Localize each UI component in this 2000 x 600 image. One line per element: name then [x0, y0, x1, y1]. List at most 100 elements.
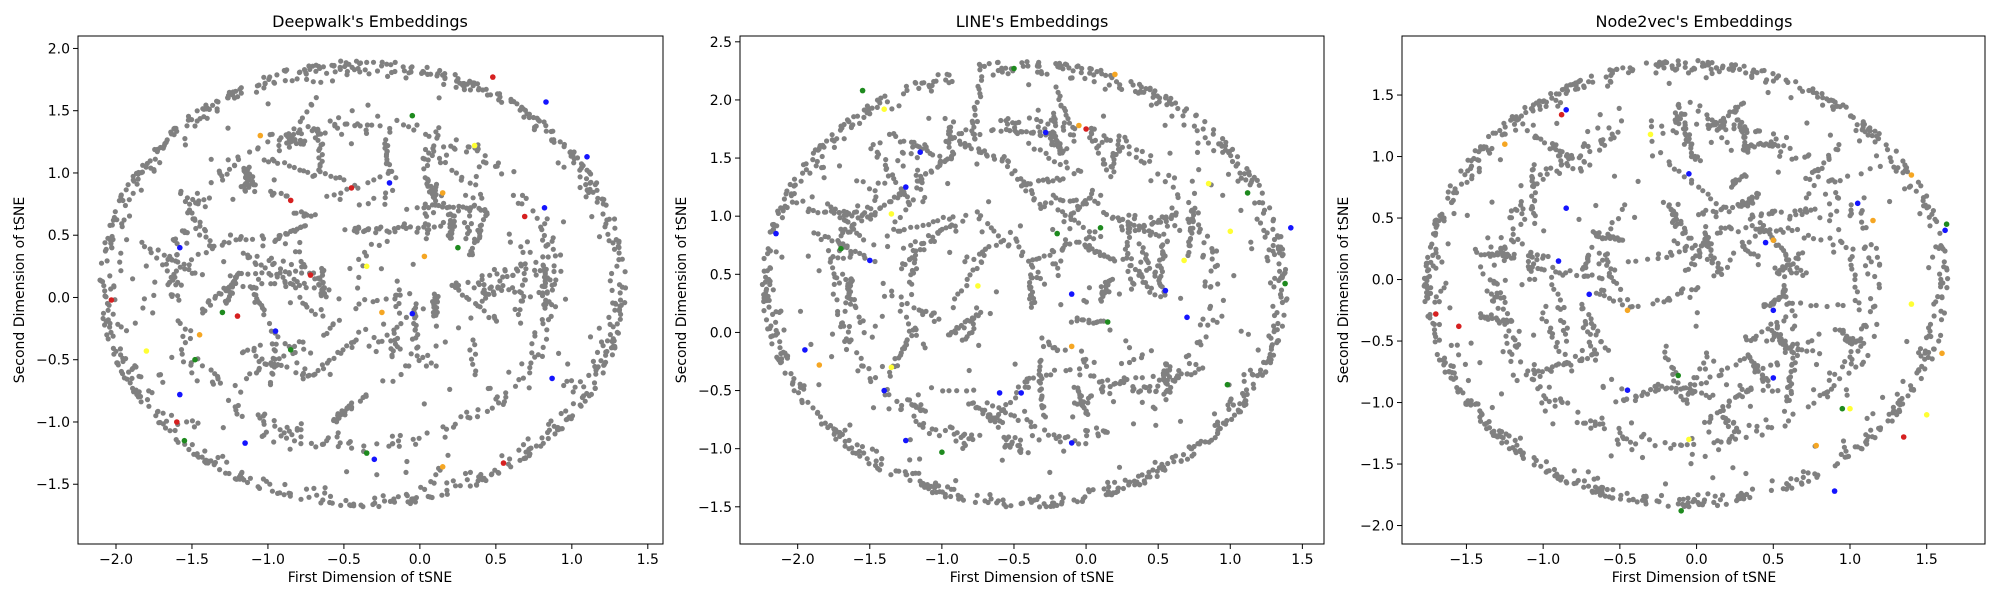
- scatter-point: [245, 166, 251, 172]
- scatter-point: [995, 424, 1001, 430]
- scatter-point: [1215, 281, 1221, 287]
- scatter-point: [1148, 153, 1154, 159]
- scatter-point: [1492, 130, 1499, 136]
- scatter-point: [487, 92, 494, 98]
- scatter-point: [457, 483, 463, 489]
- scatter-point: [289, 432, 295, 438]
- scatter-point: [1436, 357, 1443, 363]
- scatter-point: [594, 199, 600, 205]
- scatter-point: [1141, 228, 1147, 234]
- scatter-point: [1434, 351, 1440, 358]
- scatter-point: [1782, 287, 1788, 293]
- scatter-point: [478, 227, 484, 234]
- scatter-point: [1555, 103, 1561, 109]
- scatter-point: [1196, 366, 1202, 372]
- scatter-point: [297, 167, 303, 173]
- scatter-point: [943, 138, 949, 144]
- scatter-point: [1518, 221, 1524, 227]
- scatter-point: [102, 293, 108, 299]
- scatter-point: [1136, 241, 1142, 247]
- scatter-point: [891, 131, 897, 137]
- scatter-point: [442, 339, 448, 345]
- scatter-point: [971, 104, 977, 110]
- scatter-point: [1241, 402, 1247, 408]
- scatter-point: [375, 113, 381, 119]
- scatter-point: [1510, 335, 1516, 341]
- scatter-point: [431, 143, 437, 149]
- scatter-point: [271, 79, 277, 85]
- scatter-point: [539, 317, 545, 323]
- highlighted-point: [1068, 440, 1075, 446]
- scatter-point: [858, 355, 864, 361]
- scatter-point: [1143, 256, 1149, 262]
- scatter-point: [261, 85, 267, 91]
- scatter-point: [214, 98, 220, 104]
- scatter-point: [313, 68, 319, 74]
- scatter-point: [420, 354, 426, 360]
- scatter-point: [270, 355, 276, 361]
- scatter-point: [1703, 380, 1709, 386]
- panel-title: Node2vec's Embeddings: [1596, 12, 1793, 31]
- scatter-point: [189, 418, 195, 424]
- scatter-point: [486, 314, 492, 321]
- scatter-point: [1865, 271, 1871, 277]
- scatter-point: [210, 381, 216, 387]
- scatter-point: [1704, 112, 1710, 118]
- scatter-point: [1531, 362, 1537, 368]
- scatter-point: [467, 483, 473, 489]
- scatter-point: [431, 291, 437, 297]
- scatter-point: [407, 291, 413, 297]
- scatter-point: [463, 149, 470, 155]
- scatter-point: [276, 235, 282, 242]
- scatter-point: [408, 499, 414, 505]
- scatter-point: [349, 344, 355, 350]
- scatter-point: [1477, 418, 1484, 424]
- scatter-point: [300, 376, 306, 382]
- scatter-point: [305, 124, 311, 130]
- scatter-point: [1167, 150, 1173, 156]
- scatter-point: [364, 122, 370, 128]
- scatter-point: [495, 284, 501, 290]
- scatter-point: [909, 402, 915, 408]
- scatter-point: [177, 264, 183, 270]
- scatter-point: [1582, 420, 1588, 426]
- scatter-point: [543, 336, 550, 342]
- scatter-point: [1169, 113, 1175, 119]
- highlighted-point: [1068, 343, 1075, 350]
- scatter-point: [1588, 73, 1594, 79]
- scatter-point: [1228, 153, 1234, 159]
- scatter-point: [447, 217, 454, 224]
- scatter-point: [936, 316, 942, 322]
- scatter-point: [433, 323, 439, 329]
- scatter-point: [1132, 88, 1139, 95]
- scatter-point: [381, 498, 388, 504]
- highlighted-point: [439, 190, 446, 196]
- scatter-point: [444, 487, 450, 493]
- scatter-point: [319, 152, 325, 158]
- scatter-point: [978, 309, 984, 315]
- scatter-point: [935, 218, 941, 224]
- scatter-point: [1107, 327, 1113, 333]
- scatter-point: [853, 304, 859, 311]
- scatter-point: [868, 212, 874, 218]
- scatter-point: [872, 197, 878, 203]
- scatter-point: [1620, 434, 1626, 440]
- scatter-point: [976, 146, 982, 152]
- scatter-point: [312, 311, 318, 317]
- scatter-point: [945, 484, 951, 490]
- scatter-point: [900, 91, 907, 97]
- scatter-point: [1162, 122, 1168, 128]
- scatter-point: [1196, 229, 1202, 235]
- scatter-point: [966, 142, 972, 148]
- scatter-point: [882, 180, 888, 186]
- scatter-point: [1811, 182, 1817, 189]
- scatter-point: [347, 502, 353, 508]
- scatter-point: [365, 201, 371, 207]
- scatter-point: [1191, 443, 1197, 450]
- scatter-point: [1753, 129, 1759, 135]
- scatter-point: [1724, 365, 1731, 371]
- scatter-point: [433, 192, 439, 198]
- scatter-point: [1805, 470, 1811, 476]
- scatter-point: [320, 280, 326, 286]
- scatter-point: [583, 176, 590, 182]
